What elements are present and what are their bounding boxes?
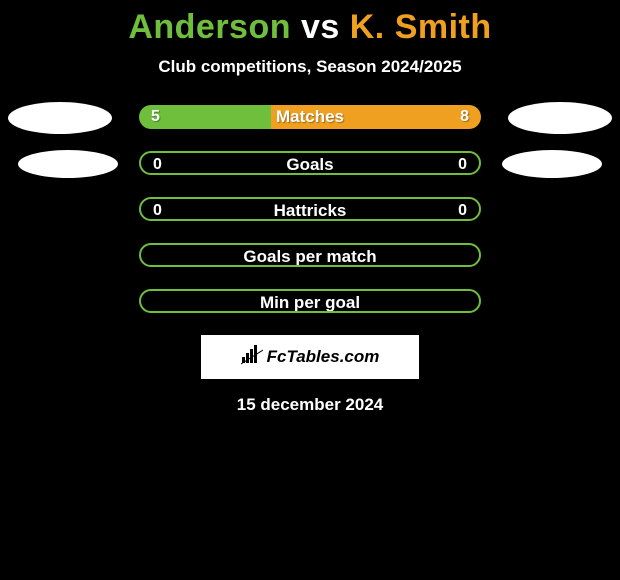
player1-avatar bbox=[18, 150, 118, 178]
stat-row: Min per goal bbox=[0, 289, 620, 315]
player2-avatar bbox=[502, 150, 602, 178]
subtitle: Club competitions, Season 2024/2025 bbox=[0, 57, 620, 77]
stat-row: Matches58 bbox=[0, 105, 620, 131]
stat-label: Goals bbox=[141, 153, 479, 175]
comparison-infographic: Anderson vs K. Smith Club competitions, … bbox=[0, 0, 620, 580]
brand-inner: FcTables.com bbox=[241, 345, 380, 370]
stat-bar: Hattricks0 0 bbox=[139, 197, 481, 221]
stats-area: Matches58Goals00Hattricks00Goals per mat… bbox=[0, 105, 620, 315]
stat-value-player2: 0 bbox=[458, 199, 467, 221]
stat-bar: Goals0 0 bbox=[139, 151, 481, 175]
title-vs: vs bbox=[301, 8, 340, 46]
stat-row: Goals0 0 bbox=[0, 151, 620, 177]
title-player1: Anderson bbox=[128, 8, 291, 46]
stat-bar: Goals per match bbox=[139, 243, 481, 267]
stat-row: Goals per match bbox=[0, 243, 620, 269]
stat-label: Hattricks bbox=[141, 199, 479, 221]
date-text: 15 december 2024 bbox=[0, 395, 620, 415]
page-title: Anderson vs K. Smith bbox=[0, 0, 620, 47]
title-player2: K. Smith bbox=[350, 8, 492, 46]
stat-value-player2: 0 bbox=[458, 153, 467, 175]
player1-avatar bbox=[8, 102, 112, 134]
bar-fill-player2 bbox=[271, 105, 481, 129]
stat-value-player1: 0 bbox=[153, 153, 162, 175]
stat-bar: Matches58 bbox=[139, 105, 481, 129]
bar-fill-player1 bbox=[139, 105, 271, 129]
stat-value-player1: 0 bbox=[153, 199, 162, 221]
brand-box[interactable]: FcTables.com bbox=[201, 335, 419, 379]
stat-label: Goals per match bbox=[141, 245, 479, 267]
bar-chart-icon bbox=[241, 345, 263, 370]
stat-label: Min per goal bbox=[141, 291, 479, 313]
stat-row: Hattricks0 0 bbox=[0, 197, 620, 223]
brand-text: FcTables.com bbox=[267, 347, 380, 367]
player2-avatar bbox=[508, 102, 612, 134]
stat-bar: Min per goal bbox=[139, 289, 481, 313]
